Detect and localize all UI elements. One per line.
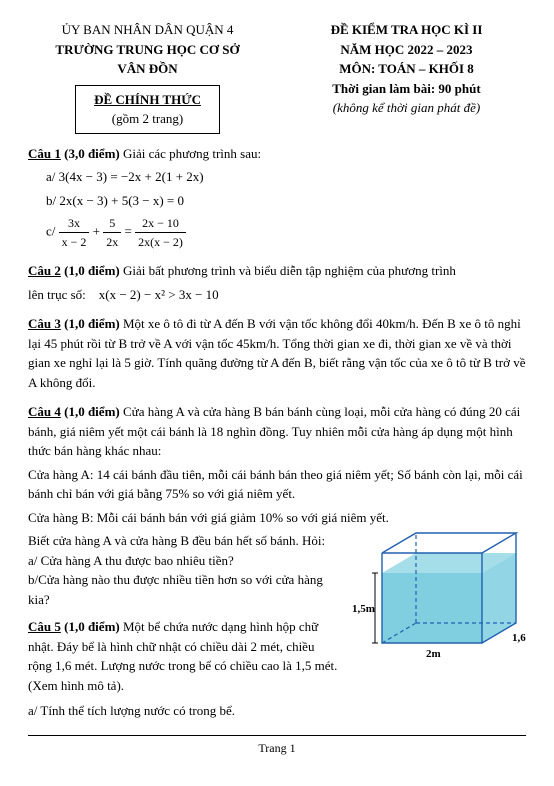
- q4-title: Câu 4: [28, 404, 61, 419]
- school-line-1: TRƯỜNG TRUNG HỌC CƠ SỞ: [28, 40, 267, 60]
- q2-eq: x(x − 2) − x² > 3x − 10: [99, 287, 219, 302]
- org-line-1: ỦY BAN NHÂN DÂN QUẬN 4: [28, 20, 267, 40]
- q2-text: Giải bất phương trình và biểu diễn tập n…: [123, 263, 456, 278]
- q4-p3: Cửa hàng B: Mỗi cái bánh bán với giá giả…: [28, 508, 526, 528]
- q1-eq-b: b/ 2x(x − 3) + 5(3 − x) = 0: [46, 191, 526, 211]
- q1-a-eq: 3(4x − 3) = −2x + 2(1 + 2x): [59, 169, 204, 184]
- question-2: Câu 2 (1,0 điểm) Giải bất phương trình v…: [28, 261, 526, 304]
- time-limit: Thời gian làm bài: 90 phút: [287, 79, 526, 99]
- q2-line2: lên trục số:: [28, 287, 86, 302]
- q1-title: Câu 1: [28, 146, 61, 161]
- question-5: Câu 5 (1,0 điểm) Một bể chứa nước dạng h…: [28, 617, 338, 695]
- q4-p4: Biết cửa hàng A và cửa hàng B đều bán hế…: [28, 531, 338, 551]
- q5-title: Câu 5: [28, 619, 61, 634]
- page-footer: Trang 1: [28, 735, 526, 757]
- q1-a-label: a/: [46, 169, 55, 184]
- q3-title: Câu 3: [28, 316, 61, 331]
- subject: MÔN: TOÁN – KHỐI 8: [287, 59, 526, 79]
- q1-b-eq: 2x(x − 3) + 5(3 − x) = 0: [59, 193, 184, 208]
- header-right: ĐỀ KIỂM TRA HỌC KÌ II NĂM HỌC 2022 – 202…: [287, 20, 526, 134]
- box3d-figure: 1,5m 2m 1,6m: [346, 531, 526, 697]
- q4-q5-textcol: Biết cửa hàng A và cửa hàng B đều bán hế…: [28, 531, 338, 721]
- q1-c-frac1: 3xx − 2: [59, 214, 90, 251]
- school-year: NĂM HỌC 2022 – 2023: [287, 40, 526, 60]
- svg-text:1,5m: 1,5m: [352, 603, 375, 615]
- q1-c-label: c/: [46, 223, 55, 238]
- svg-text:2m: 2m: [426, 648, 441, 660]
- exam-title: ĐỀ KIỂM TRA HỌC KÌ II: [287, 20, 526, 40]
- question-1: Câu 1 (3,0 điểm) Giải các phương trình s…: [28, 144, 526, 252]
- q1-text: Giải các phương trình sau:: [123, 146, 261, 161]
- q2-title: Câu 2: [28, 263, 61, 278]
- header: ỦY BAN NHÂN DÂN QUẬN 4 TRƯỜNG TRUNG HỌC …: [28, 20, 526, 134]
- school-line-2: VÂN ĐỒN: [28, 59, 267, 79]
- question-4: Câu 4 (1,0 điểm) Cửa hàng A và cửa hàng …: [28, 402, 526, 721]
- q1-c-frac3: 2x − 102x(x − 2): [135, 214, 186, 251]
- equals-sign: =: [125, 223, 132, 238]
- q4-b: b/Cửa hàng nào thu được nhiều tiền hơn s…: [28, 570, 338, 609]
- q1-points: (3,0 điểm): [64, 146, 120, 161]
- q1-b-label: b/: [46, 193, 56, 208]
- q1-eq-c: c/ 3xx − 2 + 52x = 2x − 102x(x − 2): [46, 214, 526, 251]
- q2-points: (1,0 điểm): [64, 263, 120, 278]
- q3-points: (1,0 điểm): [64, 316, 120, 331]
- question-3: Câu 3 (1,0 điểm) Một xe ô tô đi từ A đến…: [28, 314, 526, 392]
- q4-a: a/ Cửa hàng A thu được bao nhiêu tiền?: [28, 551, 338, 571]
- q4-points: (1,0 điểm): [64, 404, 120, 419]
- official-box: ĐỀ CHÍNH THỨC (gồm 2 trang): [75, 85, 220, 134]
- box3d-svg: 1,5m 2m 1,6m: [346, 531, 526, 691]
- time-note: (không kể thời gian phát đề): [287, 98, 526, 118]
- q4-p2: Cửa hàng A: 14 cái bánh đầu tiên, mỗi cá…: [28, 465, 526, 504]
- svg-text:1,6m: 1,6m: [512, 632, 526, 644]
- plus-sign: +: [93, 223, 100, 238]
- q1-eq-a: a/ 3(4x − 3) = −2x + 2(1 + 2x): [46, 167, 526, 187]
- q5-a: a/ Tính thể tích lượng nước có trong bể.: [28, 701, 338, 721]
- q2-line2-row: lên trục số: x(x − 2) − x² > 3x − 10: [28, 285, 526, 305]
- page-count: (gồm 2 trang): [94, 109, 201, 129]
- header-left: ỦY BAN NHÂN DÂN QUẬN 4 TRƯỜNG TRUNG HỌC …: [28, 20, 267, 134]
- q1-c-frac2: 52x: [103, 214, 121, 251]
- q5-points: (1,0 điểm): [64, 619, 120, 634]
- official-label: ĐỀ CHÍNH THỨC: [94, 90, 201, 110]
- q4-q5-row: Biết cửa hàng A và cửa hàng B đều bán hế…: [28, 531, 526, 721]
